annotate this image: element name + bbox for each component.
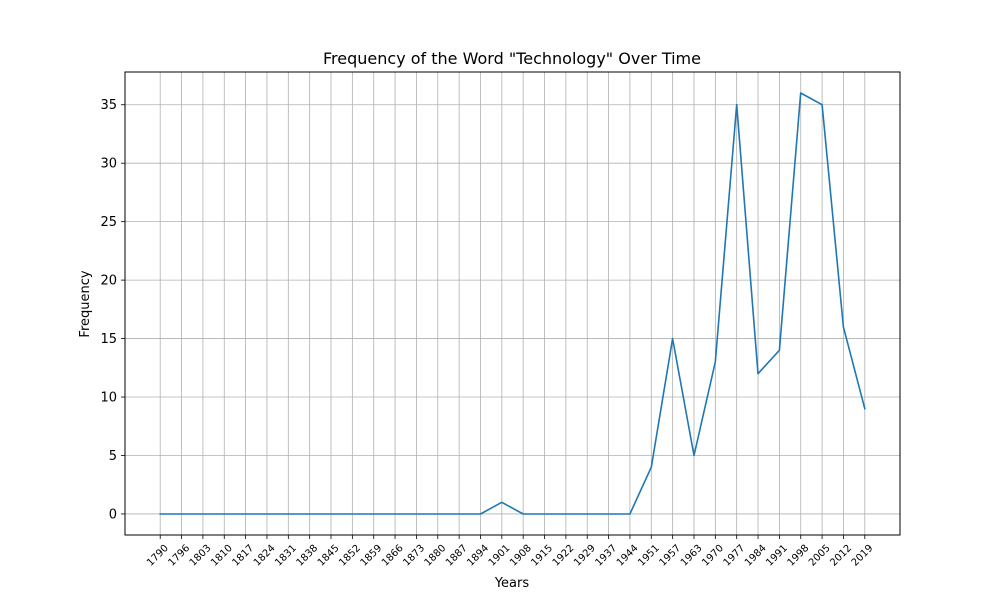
x-tick-label: 1977: [722, 543, 748, 569]
x-tick-label: 1998: [786, 543, 812, 569]
x-tick-label: 1873: [401, 543, 427, 569]
x-tick-label: 2005: [807, 543, 833, 569]
series-line: [159, 92, 866, 515]
y-tick-label: 20: [100, 274, 117, 289]
x-tick-label: 1824: [252, 543, 278, 569]
x-tick-label: 1845: [316, 543, 342, 569]
x-tick-label: 1887: [444, 543, 470, 569]
y-tick-label: 10: [100, 391, 117, 406]
x-tick-label: 1831: [273, 543, 299, 569]
x-axis-label: Years: [494, 576, 530, 591]
x-tick-label: 1790: [145, 543, 171, 569]
x-tick-label: 1838: [295, 543, 321, 569]
x-tick-label: 1944: [615, 543, 641, 569]
x-tick-label: 1880: [423, 543, 449, 569]
x-tick-label: 1866: [380, 543, 406, 569]
x-tick-label: 1859: [359, 543, 385, 569]
x-tick-label: 1908: [508, 543, 534, 569]
x-ticks: 1790179618031810181718241831183818451852…: [145, 535, 875, 569]
x-tick-label: 1963: [679, 543, 705, 569]
y-ticks: 0 5 10 15 20 25 30 35: [100, 98, 125, 522]
x-tick-label: 1984: [743, 543, 769, 569]
plot-background: [125, 72, 900, 535]
y-tick-label: 15: [100, 332, 117, 347]
plot-frame: [124, 71, 901, 536]
x-tick-label: 1957: [658, 543, 684, 569]
y-tick-label: 35: [100, 98, 117, 113]
y-tick-label: 25: [100, 215, 117, 230]
x-tick-label: 2012: [828, 543, 854, 569]
grid: [125, 72, 900, 535]
x-tick-label: 1796: [166, 543, 192, 569]
x-tick-label: 1991: [764, 543, 790, 569]
y-axis-label: Frequency: [78, 270, 93, 337]
series-lines: [159, 92, 866, 515]
x-tick-label: 1922: [551, 543, 577, 569]
x-tick-label: 1894: [465, 543, 491, 569]
x-tick-label: 1970: [700, 543, 726, 569]
x-tick-label: 1937: [593, 543, 619, 569]
x-tick-label: 2019: [850, 543, 876, 569]
y-tick-label: 5: [109, 449, 117, 464]
x-tick-label: 1817: [230, 543, 256, 569]
y-tick-label: 30: [100, 157, 117, 172]
chart-title: Frequency of the Word "Technology" Over …: [323, 49, 701, 68]
x-tick-label: 1901: [487, 543, 513, 569]
x-tick-label: 1810: [209, 543, 235, 569]
y-tick-label: 0: [109, 507, 117, 522]
x-tick-label: 1852: [337, 543, 363, 569]
x-tick-label: 1929: [572, 543, 598, 569]
x-tick-label: 1915: [529, 543, 555, 569]
x-tick-label: 1803: [188, 543, 214, 569]
x-tick-label: 1951: [636, 543, 662, 569]
